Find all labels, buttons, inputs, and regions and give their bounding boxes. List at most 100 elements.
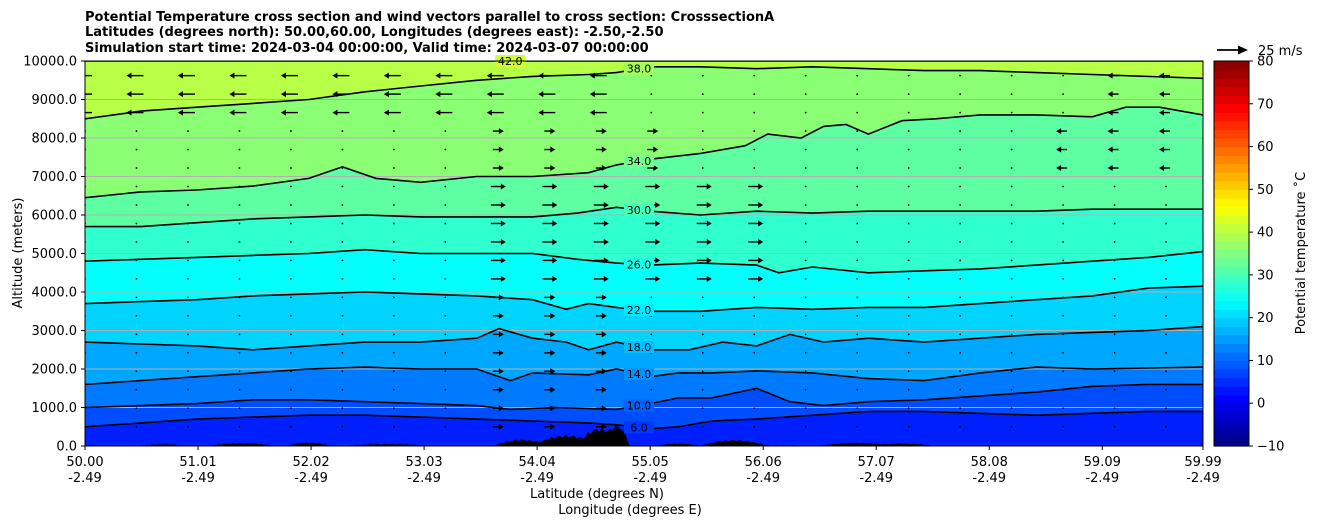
wind-vector (1159, 91, 1171, 98)
wind-vector (1159, 165, 1171, 172)
wind-vector (696, 275, 712, 282)
wind-vector (135, 241, 138, 243)
wind-vector (238, 407, 241, 410)
wind-vector (753, 333, 756, 336)
wind-vector (290, 204, 292, 206)
x-tick-label-longitude: -2.49 (633, 471, 667, 486)
wind-vector (650, 333, 653, 336)
wind-vector (1165, 296, 1167, 299)
contour-lines (85, 61, 1203, 430)
wind-vector (907, 204, 910, 206)
y-tick-label: 4000.0 (32, 286, 78, 301)
wind-vector (492, 165, 504, 172)
wind-vector (1062, 407, 1065, 410)
wind-vector (907, 222, 910, 225)
wind-vector (856, 425, 859, 428)
wind-vector (804, 296, 807, 299)
wind-vector (1165, 388, 1167, 391)
wind-vector (1165, 370, 1167, 373)
wind-vectors (85, 72, 1171, 430)
wind-vector (435, 72, 453, 79)
wind-vector (490, 257, 506, 264)
wind-vector (753, 111, 756, 114)
wind-vector (856, 222, 859, 225)
wind-vector (544, 386, 556, 393)
wind-vector (804, 351, 807, 354)
wind-vector (1010, 278, 1013, 280)
wind-vector (1113, 388, 1116, 391)
wind-vector (1165, 204, 1167, 206)
x-tick-label-longitude: -2.49 (68, 471, 102, 486)
wind-vector (280, 109, 298, 116)
wind-vector (595, 386, 607, 393)
wind-vector (544, 349, 556, 356)
wind-vector (595, 423, 607, 430)
wind-vector (701, 333, 704, 336)
wind-vector (1165, 314, 1167, 317)
colorbar-segment (1214, 386, 1249, 396)
wind-vector (907, 185, 910, 188)
wind-vector (238, 425, 241, 428)
wind-vector (701, 74, 704, 77)
wind-vector (392, 333, 395, 336)
wind-vector (187, 241, 189, 243)
wind-vector (238, 241, 241, 243)
wind-vector (1056, 165, 1068, 172)
wind-vector (135, 148, 138, 151)
colorbar-segment (1214, 437, 1249, 447)
wind-vector (856, 407, 859, 410)
y-tick-label: 5000.0 (32, 247, 78, 262)
wind-vector (1159, 146, 1171, 153)
wind-vector (748, 275, 764, 282)
wind-vector (804, 93, 807, 96)
wind-vector (804, 259, 807, 262)
wind-vector (748, 220, 764, 227)
x-tick-label-latitude: 51.01 (179, 455, 216, 470)
wind-vector (392, 185, 395, 188)
wind-vector (753, 74, 756, 77)
wind-vector (593, 238, 609, 245)
contour-label: 34.0 (627, 155, 652, 168)
wind-vector (290, 425, 292, 428)
wind-vector (341, 370, 344, 373)
wind-vector (907, 259, 910, 262)
contour-line (85, 383, 1203, 411)
wind-vector (959, 388, 962, 391)
wind-vector (696, 257, 712, 264)
wind-vector (341, 185, 344, 188)
colorbar-tick-label: −10 (1257, 440, 1284, 455)
wind-vector (392, 259, 395, 262)
wind-vector (1062, 204, 1065, 206)
colorbar-segment (1214, 232, 1249, 242)
wind-vector (126, 91, 144, 98)
colorbar-segment (1214, 112, 1249, 122)
wind-vector (650, 74, 653, 77)
wind-vector (444, 296, 447, 299)
wind-vector (959, 130, 962, 132)
wind-vector (126, 72, 144, 79)
wind-vector (959, 185, 962, 188)
wind-vector (1165, 351, 1167, 354)
wind-vector (392, 351, 395, 354)
wind-vector (907, 314, 910, 317)
y-tick-label: 1000.0 (32, 401, 78, 416)
wind-vector (444, 388, 447, 391)
wind-vector (490, 201, 506, 208)
wind-vector (392, 130, 395, 132)
contour-label: 38.0 (627, 63, 652, 76)
colorbar-segment (1214, 86, 1249, 96)
wind-vector (856, 241, 859, 243)
colorbar-segment (1214, 138, 1249, 148)
wind-vector (696, 183, 712, 190)
wind-vector (959, 74, 962, 77)
colorbar-segment (1214, 394, 1249, 404)
wind-vector (748, 201, 764, 208)
title-line-2: Latitudes (degrees north): 50.00,60.00, … (85, 25, 664, 40)
wind-vector (1113, 185, 1116, 188)
colorbar-segment (1214, 163, 1249, 173)
y-tick-label: 10000.0 (23, 55, 77, 70)
wind-vector (856, 278, 859, 280)
wind-vector (444, 407, 447, 410)
wind-vector (959, 407, 962, 410)
wind-vector (383, 91, 401, 98)
